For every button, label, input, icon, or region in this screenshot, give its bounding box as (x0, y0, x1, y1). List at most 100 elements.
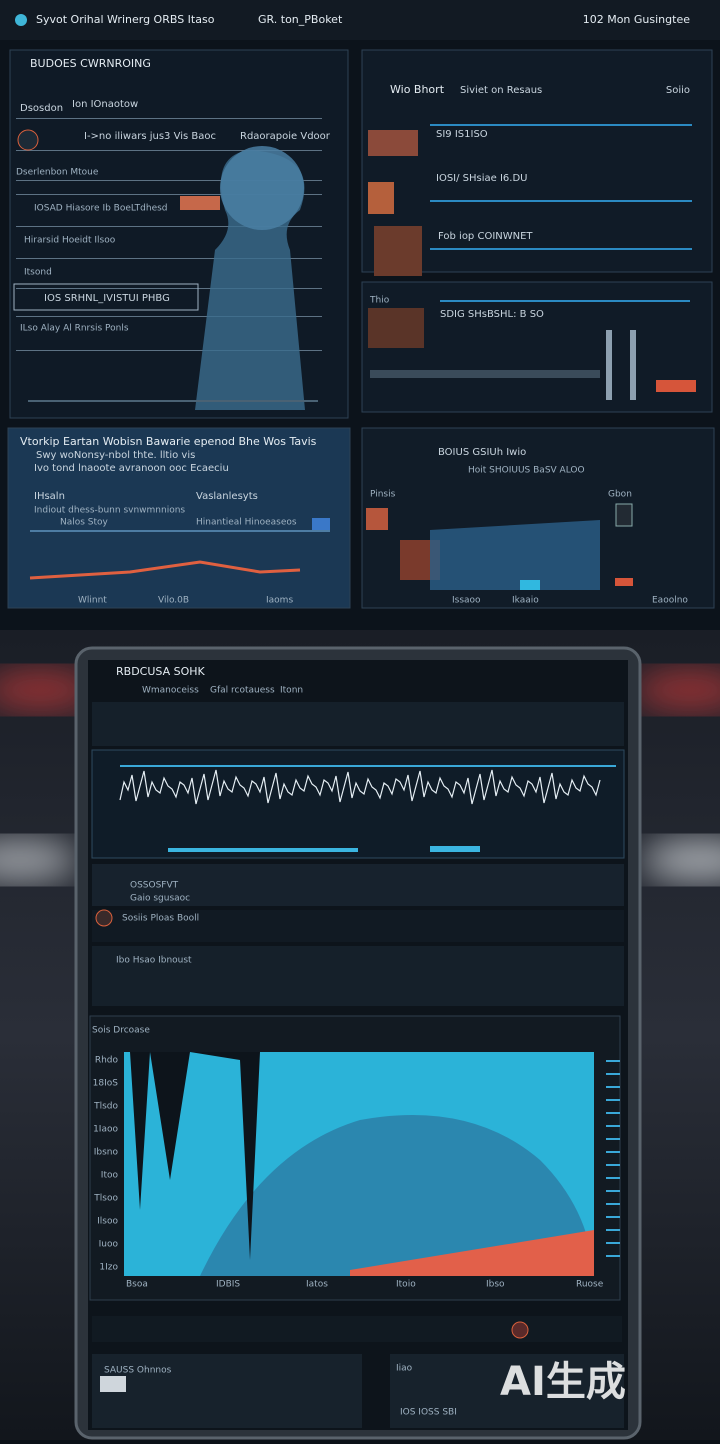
panel (92, 1316, 622, 1342)
tick (606, 1138, 620, 1140)
label: Ion IOnaotow (72, 99, 138, 110)
x-label: Itoio (396, 1280, 416, 1290)
x-label: Bsoa (126, 1280, 148, 1290)
divider (16, 316, 322, 317)
watermark: AI生成 (500, 1359, 626, 1405)
divider (430, 124, 692, 126)
label: Hinantieal Hinoeaseos (196, 518, 297, 528)
label: Siviet on Resaus (460, 85, 542, 96)
bar (168, 848, 358, 852)
tab[interactable]: Itonn (280, 686, 303, 696)
status: 102 Mon Gusingtee (583, 13, 690, 26)
tab[interactable]: Wmanoceiss (142, 686, 199, 696)
bar (430, 846, 480, 852)
divider (430, 200, 692, 202)
row-label: Sosiis Ploas Booll (122, 914, 199, 924)
chart-red (350, 1230, 594, 1276)
icon (95, 909, 113, 927)
label: Iiao (396, 1364, 413, 1374)
app-title: Syvot Orihal Wrinerg ORBS Itaso (36, 13, 215, 26)
label: IOSAD Hiasore Ib BoeLTdhesd (34, 204, 168, 214)
chart-spikes (130, 1052, 260, 1260)
slider (28, 400, 318, 402)
trend (29, 560, 301, 580)
tick (606, 1060, 620, 1062)
icon (511, 1321, 529, 1339)
divider (30, 530, 330, 532)
tick (606, 1216, 620, 1218)
panel (7, 427, 351, 609)
row-label: OSSOSFVT (130, 881, 179, 891)
bar (656, 380, 696, 392)
x-label: IDBIS (216, 1280, 240, 1290)
label: ILso Alay Al Rnrsis Ponls (20, 324, 129, 334)
divider (120, 765, 616, 767)
y-label: 1Izo (99, 1263, 118, 1273)
tablet-title: RBDCUSA SOHK (116, 665, 206, 678)
label: Swy woNonsy-nbol thte. lltio vis (36, 450, 195, 461)
panel-title: Vtorkip Eartan Wobisn Bawarie epenod Bhe… (20, 435, 317, 448)
y-label: 1Iaoo (93, 1125, 118, 1135)
y-label: Itoo (101, 1171, 119, 1181)
y-label: Iuoo (99, 1240, 119, 1250)
button[interactable] (312, 518, 330, 530)
logo (15, 14, 27, 26)
tick (606, 1255, 620, 1257)
axis-label: Vilo.0B (158, 596, 189, 606)
thumbnail (368, 308, 424, 348)
label: IOS SRHNL_IVISTUI PHBG (44, 293, 170, 304)
waveform (119, 769, 601, 805)
tick (606, 1151, 620, 1153)
panel (390, 1354, 624, 1428)
label: IHsaln (34, 491, 65, 502)
tab[interactable]: GR. ton_PBoket (258, 13, 343, 26)
tick (606, 1164, 620, 1166)
thumbnail (368, 182, 394, 214)
panel-title: BUDOES CWRNROING (30, 57, 151, 70)
label: SDIG SHsBSHL: B SO (440, 309, 544, 320)
row-label: Gaio sgusaoc (130, 894, 190, 904)
label: Gbon (608, 490, 632, 500)
tick (606, 1086, 620, 1088)
bar (370, 370, 600, 378)
light (0, 838, 80, 882)
tick (606, 1242, 620, 1244)
tick (606, 1125, 620, 1127)
divider (16, 226, 322, 227)
area (430, 520, 600, 590)
y-label: 18IoS (93, 1079, 119, 1089)
marker (520, 580, 540, 590)
axis-label: Iaoms (266, 596, 293, 606)
label: Ikaaio (512, 596, 539, 606)
divider (16, 258, 322, 259)
tick (606, 1229, 620, 1231)
x-label: Ibso (486, 1280, 505, 1290)
x-label: Iatos (306, 1280, 328, 1290)
label: IOSI/ SHsiae I6.DU (436, 173, 528, 184)
panel (92, 702, 624, 746)
y-label: Ibsno (94, 1148, 119, 1158)
thumbnail (180, 196, 220, 210)
label: I->no iliwars jus3 Vis Baoc (84, 131, 216, 142)
tick (606, 1112, 620, 1114)
light (630, 668, 720, 712)
label: Dsosdon (20, 103, 63, 114)
label: IOS IOSS SBI (400, 1408, 457, 1418)
chart-shadow (200, 1115, 594, 1276)
tab[interactable]: Gfal rcotauess (210, 686, 275, 696)
thumbnail (366, 508, 388, 530)
field (13, 283, 199, 311)
tick (606, 1203, 620, 1205)
x-label: Ruose (576, 1280, 604, 1290)
header (0, 0, 720, 40)
thumbnail (100, 1376, 126, 1392)
label: Pinsis (370, 490, 396, 500)
label: Vaslanlesyts (196, 491, 258, 502)
label: Soiio (666, 85, 690, 96)
panel-title: SAUSS Ohnnos (104, 1366, 172, 1376)
tick (606, 1099, 620, 1101)
panel (92, 1354, 362, 1428)
